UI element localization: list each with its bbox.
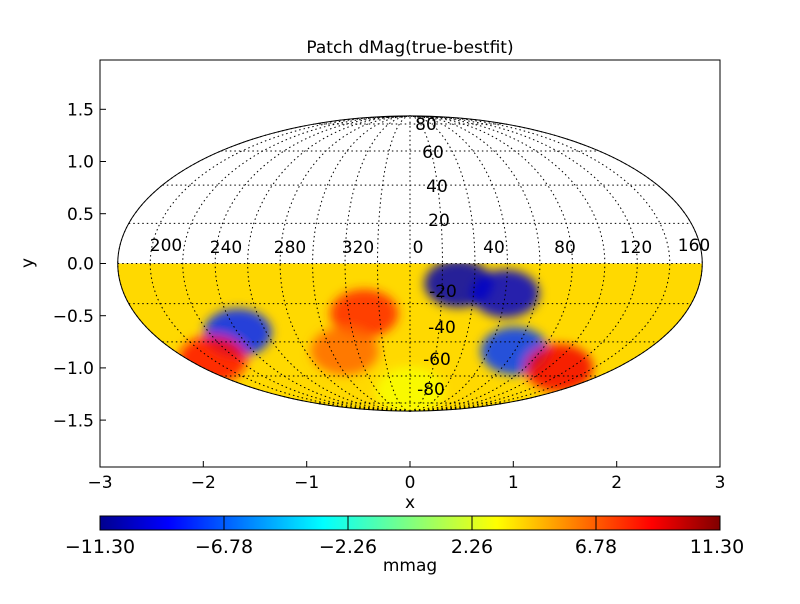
y-tick-label: −0.5 xyxy=(53,307,94,327)
x-tick-label: −3 xyxy=(87,473,112,493)
colorbar-tick-label: 11.30 xyxy=(690,536,744,558)
colorbar-tick-label: 2.26 xyxy=(451,536,493,558)
meridian-line xyxy=(214,115,411,412)
lon-label: 80 xyxy=(554,238,576,258)
x-axis-label: x xyxy=(405,493,415,513)
y-tick-label: 0.5 xyxy=(67,205,94,225)
y-tick-label: −1.5 xyxy=(53,411,94,431)
meridian-line xyxy=(409,115,638,412)
lon-label: 280 xyxy=(274,238,306,258)
heatmap-features xyxy=(178,263,594,412)
lon-label: 160 xyxy=(678,236,710,256)
colorbar: −11.30 −6.78 −2.26 2.26 6.78 11.30 mmag xyxy=(65,515,744,576)
lat-label: -60 xyxy=(423,350,451,370)
lat-label: 60 xyxy=(422,143,444,163)
heatmap-feature xyxy=(310,326,379,375)
colorbar-tick-label: −6.78 xyxy=(195,536,253,558)
colorbar-tick-label: −11.30 xyxy=(65,536,135,558)
colorbar-tick-label: 6.78 xyxy=(575,536,617,558)
map-boundary xyxy=(117,115,703,412)
heatmap-feature xyxy=(525,344,594,392)
y-tick-label: 1.0 xyxy=(67,153,94,173)
heatmap-feature xyxy=(471,269,540,318)
lon-label: 0 xyxy=(413,238,424,258)
y-tick-label: −1.0 xyxy=(53,359,94,379)
meridian-line xyxy=(182,115,411,412)
lat-label: -80 xyxy=(417,380,445,400)
x-tick-label: 3 xyxy=(715,473,726,493)
meridian-line xyxy=(409,115,476,412)
colorbar-gradient xyxy=(99,515,721,531)
y-tick-label: 0.0 xyxy=(67,255,94,275)
lat-label: 40 xyxy=(426,177,448,197)
colorbar-tick-label: −2.26 xyxy=(319,536,377,558)
longitude-labels: 200 240 280 320 0 40 80 120 160 xyxy=(150,236,710,258)
colorbar-label: mmag xyxy=(383,556,437,576)
meridian-line xyxy=(279,115,411,412)
lat-label: 20 xyxy=(428,211,450,231)
x-tick-label: 0 xyxy=(405,473,416,493)
x-tick-label: 2 xyxy=(611,473,622,493)
meridian-line xyxy=(409,115,541,412)
lon-label: 240 xyxy=(210,238,242,258)
lon-label: 200 xyxy=(150,236,182,256)
lon-label: 40 xyxy=(483,238,505,258)
meridian-line xyxy=(409,115,508,412)
chart-title: Patch dMag(true-bestfit) xyxy=(306,38,513,58)
y-axis: 1.5 1.0 0.5 0.0 −0.5 −1.0 −1.5 y xyxy=(18,101,106,431)
x-tick-label: −1 xyxy=(294,473,319,493)
lat-label: 80 xyxy=(415,115,437,135)
x-axis: −3 −2 −1 0 1 2 3 x xyxy=(87,461,725,513)
x-tick-label: −2 xyxy=(191,473,216,493)
x-tick-label: 1 xyxy=(508,473,519,493)
lon-label: 120 xyxy=(620,238,652,258)
parallel-gridlines xyxy=(117,123,703,404)
lon-label: 320 xyxy=(342,238,374,258)
lat-label: -20 xyxy=(429,282,457,302)
latitude-labels: 80 60 40 20 -20 -40 -60 -80 xyxy=(415,115,457,400)
heatmap-feature xyxy=(376,366,444,412)
y-tick-label: 1.5 xyxy=(67,101,94,121)
meridian-line xyxy=(247,115,411,412)
lat-label: -40 xyxy=(428,318,456,338)
y-axis-label: y xyxy=(18,258,38,268)
meridian-line xyxy=(344,115,411,412)
